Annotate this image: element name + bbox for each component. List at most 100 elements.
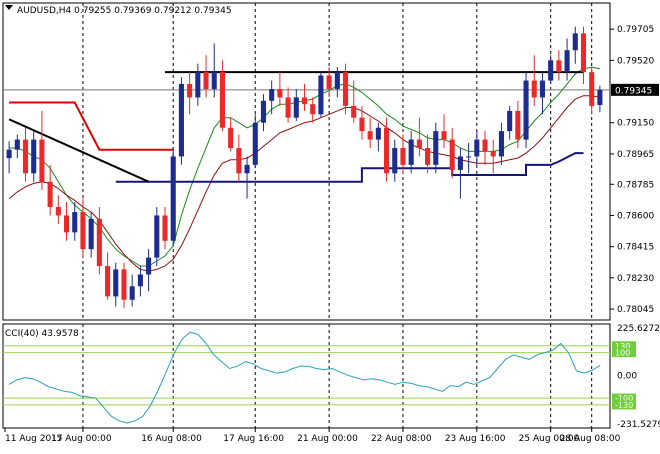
candle-body bbox=[375, 127, 381, 140]
cci-tick-label: 0.00 bbox=[617, 371, 637, 381]
candle-body bbox=[244, 164, 250, 174]
candle-body bbox=[326, 75, 332, 89]
candle-body bbox=[548, 60, 554, 81]
candle-body bbox=[384, 127, 390, 174]
candle-body bbox=[342, 72, 349, 106]
x-tick-label: 22 Aug 08:00 bbox=[371, 434, 432, 444]
grid bbox=[2, 2, 611, 429]
candle-body bbox=[72, 212, 78, 233]
candle-body bbox=[162, 215, 168, 241]
candle-body bbox=[425, 148, 431, 165]
y-tick-label: 0.78600 bbox=[617, 211, 654, 221]
candle-body bbox=[96, 218, 102, 267]
candle-body bbox=[498, 131, 504, 157]
black-trend-line bbox=[8, 118, 150, 183]
x-tick-label: 23 Aug 16:00 bbox=[445, 434, 506, 444]
candle-body bbox=[441, 131, 447, 140]
candle-body bbox=[531, 80, 537, 98]
candle-body bbox=[22, 139, 29, 174]
x-tick-label: 25 Aug 00:00 bbox=[519, 434, 580, 444]
cci-header: CCI(40) 43.9578 bbox=[5, 329, 79, 339]
red-stop-line bbox=[9, 101, 174, 151]
candle-body bbox=[31, 139, 37, 174]
candle-body bbox=[474, 139, 480, 157]
candle-body bbox=[228, 127, 234, 149]
candle-body bbox=[88, 218, 94, 250]
candle-body bbox=[334, 72, 340, 89]
candle-body bbox=[515, 110, 521, 140]
candle-body bbox=[170, 156, 176, 241]
cci-panel-frame bbox=[2, 323, 611, 429]
candle-body bbox=[178, 83, 184, 157]
candle-body bbox=[507, 110, 513, 132]
cci-level-label: -130 bbox=[615, 401, 633, 410]
candle-body bbox=[597, 89, 603, 106]
candle-body bbox=[351, 105, 357, 118]
candle-body bbox=[146, 257, 152, 275]
candle-body bbox=[236, 148, 242, 174]
candle-body bbox=[400, 148, 406, 165]
y-tick-label: 0.79705 bbox=[617, 25, 654, 35]
axes: 0.79705 0.79520 0.79150 0.78965 0.78785 0.786… bbox=[4, 25, 660, 444]
candle-body bbox=[113, 269, 119, 297]
y-tick-label: 0.78045 bbox=[617, 305, 654, 315]
candle-body bbox=[39, 139, 45, 182]
cci-level-label: -100 bbox=[615, 394, 633, 403]
candle-body bbox=[219, 72, 225, 128]
y-tick-label: 0.78965 bbox=[617, 150, 654, 160]
candle-body bbox=[466, 156, 472, 158]
candle-body bbox=[556, 60, 562, 73]
cci-level-box bbox=[612, 341, 636, 351]
y-tick-label: 0.78415 bbox=[617, 243, 654, 253]
candle-body bbox=[523, 80, 529, 140]
candle-body bbox=[137, 274, 143, 287]
candle-body bbox=[285, 97, 291, 118]
cci-tick-label: -231.5279 bbox=[617, 420, 660, 430]
candle-body bbox=[416, 139, 422, 149]
y-tick-label: 0.79150 bbox=[617, 119, 654, 129]
symbol-ohlc-header: AUDUSD,H4 0.79255 0.79369 0.79212 0.7934… bbox=[17, 6, 232, 16]
candle-body bbox=[6, 149, 12, 159]
x-tick-label: 15 Aug 00:00 bbox=[51, 434, 112, 444]
cci-tick-label: 225.6272 bbox=[617, 324, 660, 334]
x-tick-label: 28 Aug 08:00 bbox=[560, 434, 621, 444]
candle-body bbox=[277, 88, 283, 98]
candle-body bbox=[318, 75, 324, 115]
candle-body bbox=[252, 122, 258, 165]
y-tick-label: 0.78230 bbox=[617, 274, 654, 284]
cci-level-label: 100 bbox=[615, 349, 630, 358]
candle-body bbox=[260, 100, 267, 123]
candle-body bbox=[14, 139, 20, 150]
cci-level-label: 130 bbox=[615, 342, 630, 351]
candle-body bbox=[367, 131, 373, 140]
x-tick-label: 21 Aug 00:00 bbox=[297, 434, 358, 444]
candle-body bbox=[293, 97, 299, 118]
candle-body bbox=[301, 97, 308, 105]
candle-body bbox=[589, 72, 595, 106]
cci-level-box bbox=[612, 348, 636, 358]
candle-body bbox=[203, 72, 209, 89]
candle-body bbox=[105, 266, 111, 297]
last-price-box bbox=[611, 83, 659, 96]
candle-body bbox=[408, 139, 414, 165]
main-panel-frame bbox=[2, 2, 611, 321]
candle-body bbox=[490, 151, 496, 157]
collapse-triangle-icon[interactable] bbox=[5, 5, 13, 10]
candle-body bbox=[310, 104, 316, 115]
candle-body bbox=[121, 269, 127, 300]
candle-body bbox=[449, 139, 455, 170]
candle-body bbox=[47, 181, 53, 208]
candle-body bbox=[269, 88, 275, 101]
cci-level-box bbox=[612, 393, 636, 403]
candle-body bbox=[80, 212, 86, 250]
y-tick-label: 0.79520 bbox=[617, 56, 654, 66]
candle-body bbox=[433, 131, 439, 165]
candle-body bbox=[63, 215, 70, 233]
last-price-label: 0.79345 bbox=[615, 86, 652, 96]
candle-body bbox=[564, 50, 570, 73]
candle-body bbox=[154, 215, 160, 258]
candle-body bbox=[211, 72, 217, 89]
candle-body bbox=[572, 33, 578, 51]
candle-body bbox=[392, 148, 398, 174]
